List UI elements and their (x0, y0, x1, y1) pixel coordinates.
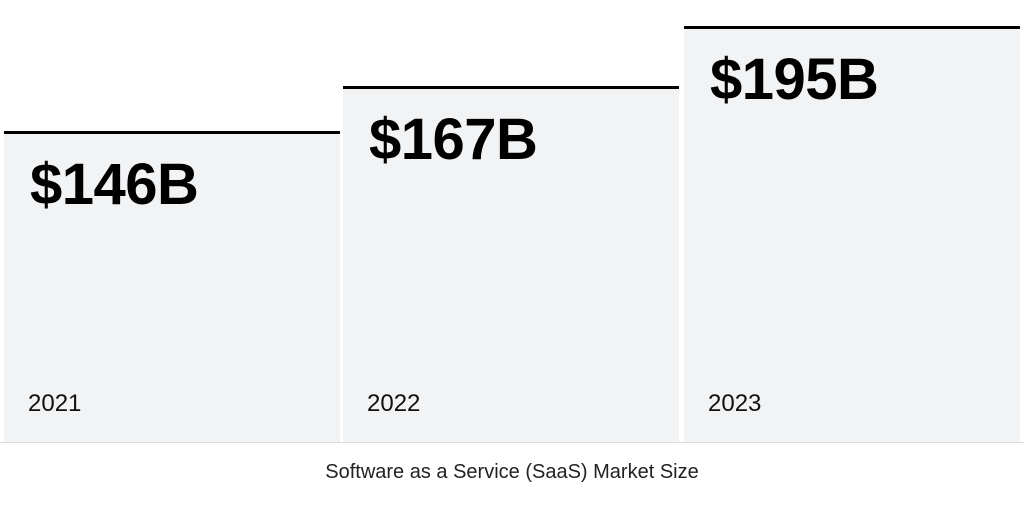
bar-2021: $146B 2021 (4, 131, 340, 442)
chart-caption: Software as a Service (SaaS) Market Size (325, 461, 699, 483)
bar-chart: $146B 2021 $167B 2022 $195B 2023 (0, 26, 1024, 443)
bar-category-label: 2023 (708, 390, 762, 417)
chart-baseline (0, 442, 1024, 443)
bar-value-label: $195B (710, 47, 879, 112)
bar-2023: $195B 2023 (684, 26, 1020, 442)
bar-value-label: $146B (30, 152, 199, 217)
bar-category-label: 2021 (28, 390, 82, 417)
bar-category-label: 2022 (367, 390, 421, 417)
bar-2022: $167B 2022 (343, 86, 679, 442)
bar-value-label: $167B (369, 107, 538, 172)
